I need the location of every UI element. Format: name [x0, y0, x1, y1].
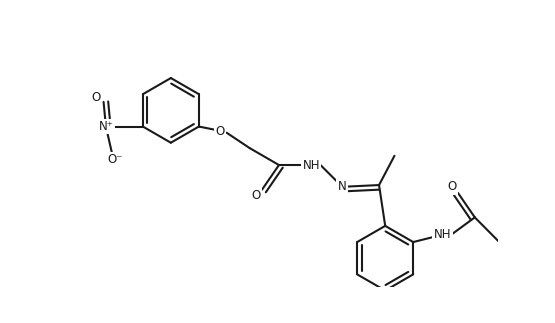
- Text: O: O: [216, 125, 225, 138]
- Text: O: O: [91, 91, 100, 104]
- Text: NH: NH: [302, 159, 320, 172]
- Text: O⁻: O⁻: [107, 153, 123, 166]
- Text: O: O: [447, 180, 456, 193]
- Text: N: N: [337, 180, 346, 193]
- Text: NH: NH: [433, 228, 451, 241]
- Text: O: O: [251, 189, 260, 202]
- Text: N⁺: N⁺: [98, 120, 113, 133]
